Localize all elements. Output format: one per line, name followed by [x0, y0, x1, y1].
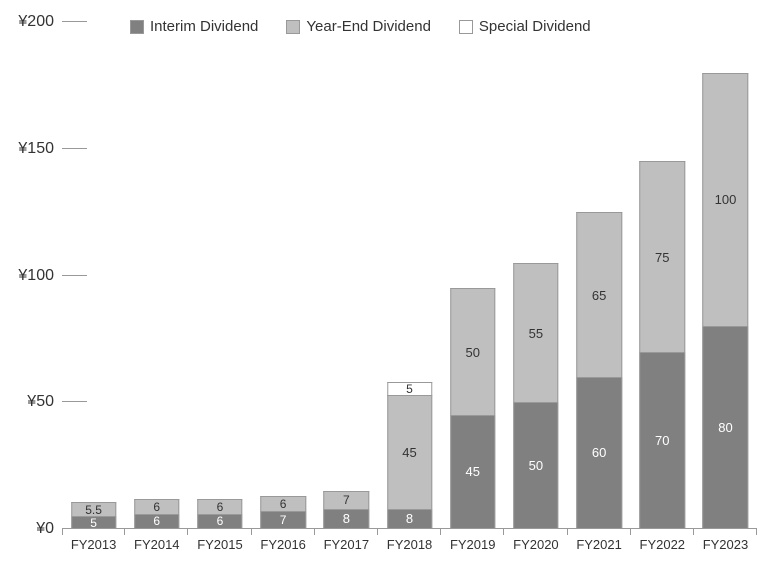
legend-swatch: [459, 20, 473, 34]
bar-segment-interim: 80: [703, 326, 748, 529]
bar-segment-yearend: 65: [576, 212, 621, 377]
bar-segment-interim: 45: [450, 415, 495, 529]
bar-segment-interim: 8: [387, 509, 432, 529]
bar-segment-yearend: 55: [513, 263, 558, 402]
bar-stack: 7075: [640, 161, 685, 529]
plot-area: FY201355.5FY201466FY201566FY201676FY2017…: [62, 22, 757, 529]
legend-swatch: [286, 20, 300, 34]
bar-stack: 87: [324, 491, 369, 529]
x-axis-label: FY2021: [576, 537, 622, 552]
bar-segment-yearend: 5.5: [71, 502, 116, 516]
bar-slot: FY201787: [315, 22, 378, 529]
legend-label: Interim Dividend: [150, 18, 258, 35]
bars-row: FY201355.5FY201466FY201566FY201676FY2017…: [62, 22, 757, 529]
x-axis-tick-mark: [630, 529, 631, 535]
x-axis-label: FY2015: [197, 537, 243, 552]
bar-segment-special: 5: [387, 382, 432, 395]
y-axis-tick-label: ¥0: [36, 520, 54, 538]
bar-segment-yearend: 45: [387, 395, 432, 509]
y-axis-tick-mark: [62, 401, 87, 402]
x-axis-tick-mark: [693, 529, 694, 535]
dividend-chart: FY201355.5FY201466FY201566FY201676FY2017…: [0, 0, 775, 573]
bar-slot: FY202380100: [694, 22, 757, 529]
bar-segment-interim: 50: [513, 402, 558, 529]
x-axis-label: FY2014: [134, 537, 180, 552]
bar-segment-yearend: 6: [134, 499, 179, 514]
legend-item-interim: Interim Dividend: [130, 18, 258, 35]
bar-stack: 4550: [450, 288, 495, 529]
bar-segment-interim: 60: [576, 377, 621, 529]
bar-segment-yearend: 6: [260, 496, 305, 511]
x-axis-tick-mark: [187, 529, 188, 535]
bar-segment-interim: 7: [260, 511, 305, 529]
bar-stack: 66: [197, 499, 242, 529]
bar-segment-yearend: 6: [197, 499, 242, 514]
legend: Interim Dividend Year-End Dividend Special…: [130, 18, 591, 35]
bar-stack: 8455: [387, 382, 432, 529]
bar-segment-yearend: 50: [450, 288, 495, 415]
x-axis-label: FY2017: [324, 537, 370, 552]
x-axis-label: FY2013: [71, 537, 117, 552]
bar-slot: FY20194550: [441, 22, 504, 529]
bar-stack: 5055: [513, 263, 558, 529]
x-axis-tick-mark: [251, 529, 252, 535]
bar-segment-interim: 6: [134, 514, 179, 529]
x-axis-label: FY2019: [450, 537, 496, 552]
bar-segment-yearend: 7: [324, 491, 369, 509]
bar-segment-interim: 70: [640, 352, 685, 529]
legend-label: Special Dividend: [479, 18, 591, 35]
y-axis-tick-label: ¥150: [18, 140, 54, 158]
legend-label: Year-End Dividend: [306, 18, 431, 35]
bar-slot: FY201466: [125, 22, 188, 529]
y-axis-tick-label: ¥200: [18, 13, 54, 31]
x-axis-tick-mark: [314, 529, 315, 535]
x-axis-tick-mark: [377, 529, 378, 535]
bar-slot: FY20205055: [504, 22, 567, 529]
x-axis-label: FY2020: [513, 537, 559, 552]
bar-segment-yearend: 100: [703, 73, 748, 327]
y-axis-tick-label: ¥100: [18, 267, 54, 285]
y-axis-tick-mark: [62, 148, 87, 149]
legend-item-yearend: Year-End Dividend: [286, 18, 431, 35]
bar-slot: FY20227075: [631, 22, 694, 529]
x-axis-label: FY2022: [640, 537, 686, 552]
x-axis-tick-mark: [567, 529, 568, 535]
legend-item-special: Special Dividend: [459, 18, 591, 35]
bar-stack: 55.5: [71, 502, 116, 529]
x-axis-label: FY2018: [387, 537, 433, 552]
x-axis-tick-mark: [756, 529, 757, 535]
y-axis-tick-label: ¥50: [27, 393, 54, 411]
x-axis-tick-mark: [503, 529, 504, 535]
y-axis-tick-mark: [62, 275, 87, 276]
bar-stack: 66: [134, 499, 179, 529]
bar-slot: FY201355.5: [62, 22, 125, 529]
bar-stack: 6065: [576, 212, 621, 529]
bar-slot: FY20188455: [378, 22, 441, 529]
bar-stack: 80100: [703, 73, 748, 529]
x-axis-label: FY2016: [260, 537, 306, 552]
x-axis-tick-mark: [62, 529, 63, 535]
bar-stack: 76: [260, 496, 305, 529]
bar-slot: FY201676: [252, 22, 315, 529]
y-axis-tick-mark: [62, 528, 87, 529]
legend-swatch: [130, 20, 144, 34]
x-axis-label: FY2023: [703, 537, 749, 552]
y-axis-tick-mark: [62, 21, 87, 22]
bar-slot: FY201566: [188, 22, 251, 529]
bar-segment-yearend: 75: [640, 161, 685, 351]
bar-slot: FY20216065: [568, 22, 631, 529]
x-axis-tick-mark: [440, 529, 441, 535]
x-axis-tick-mark: [124, 529, 125, 535]
bar-segment-interim: 8: [324, 509, 369, 529]
bar-segment-interim: 6: [197, 514, 242, 529]
